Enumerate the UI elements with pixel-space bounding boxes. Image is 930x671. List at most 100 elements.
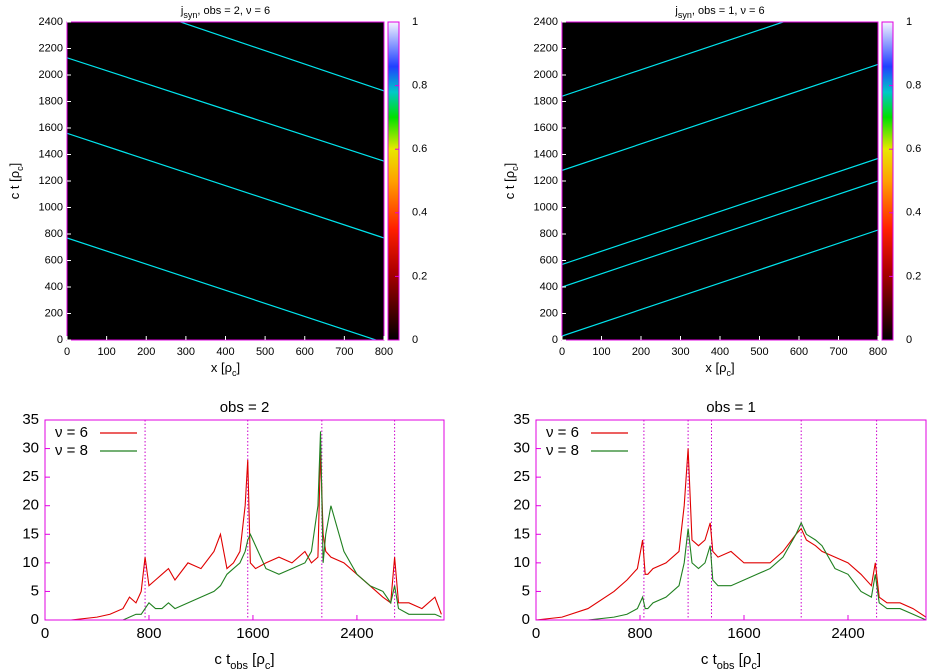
- y-tick-label: 10: [513, 554, 530, 571]
- colorbar-tick-label: 0.4: [412, 207, 427, 219]
- text-part: ]: [502, 163, 517, 167]
- y-tick-label: 20: [22, 497, 39, 514]
- text-part: ]: [731, 360, 735, 375]
- subscript: c: [232, 368, 237, 378]
- y-tick-label: 1000: [39, 201, 63, 213]
- y-tick-label: 1400: [39, 148, 63, 160]
- y-tick-label: 0: [31, 611, 39, 628]
- text-part: , obs = 2, ν = 6: [197, 5, 270, 17]
- text-part: j: [674, 5, 677, 17]
- text-part: c t: [214, 651, 231, 668]
- observer-line: [178, 22, 384, 92]
- text-part: c t [ρ: [7, 171, 22, 199]
- plot-frame: [44, 419, 445, 621]
- subscript: c: [15, 166, 25, 171]
- subscript: c: [727, 368, 732, 378]
- x-tick-label: 2400: [340, 625, 373, 642]
- x-tick-label: 1600: [236, 625, 269, 642]
- text-part: [ρ: [735, 651, 752, 668]
- colorbar-tick-label: 0.2: [412, 270, 427, 282]
- y-axis-label: c t [ρc]: [7, 163, 25, 199]
- colorbar-tick-label: 0.6: [412, 143, 427, 155]
- text-part: x [ρ: [211, 360, 232, 375]
- x-tick-label: 300: [177, 346, 195, 358]
- y-tick-label: 200: [540, 307, 558, 319]
- x-axis-label: x [ρc]: [211, 360, 240, 378]
- x-tick-label: 1600: [727, 625, 760, 642]
- x-tick-label: 100: [97, 346, 115, 358]
- chart-title: jsyn, obs = 1, ν = 6: [674, 5, 764, 20]
- colorbar-tick-label: 0.2: [906, 270, 921, 282]
- plot-frame: [535, 419, 927, 621]
- colorbar: [387, 21, 400, 341]
- legend-label: ν = 8: [55, 442, 88, 459]
- subscript: c: [751, 660, 757, 671]
- y-tick-label: 1600: [39, 122, 63, 134]
- subscript: obs: [717, 660, 735, 671]
- x-axis-label: c tobs [ρc]: [701, 651, 761, 671]
- x-tick-label: 0: [559, 346, 565, 358]
- y-tick-label: 1400: [534, 148, 558, 160]
- heatmap-field: [562, 22, 878, 340]
- x-tick-label: 0: [532, 625, 540, 642]
- y-tick-label: 2000: [39, 69, 63, 81]
- y-tick-label: 25: [513, 468, 530, 485]
- y-tick-label: 2400: [534, 16, 558, 28]
- y-tick-label: 1800: [534, 95, 558, 107]
- x-tick-label: 800: [375, 346, 393, 358]
- x-tick-label: 200: [632, 346, 650, 358]
- subscript: obs: [230, 660, 248, 671]
- colorbar-tick-label: 1: [412, 16, 418, 28]
- legend-label: ν = 8: [546, 442, 579, 459]
- series-line: [45, 448, 442, 620]
- observer-line: [562, 22, 786, 97]
- y-tick-label: 1200: [39, 175, 63, 187]
- observer-line: [562, 180, 878, 288]
- chart-title: obs = 2: [220, 399, 270, 416]
- series-line: [45, 431, 442, 620]
- x-tick-label: 400: [711, 346, 729, 358]
- x-tick-label: 2400: [831, 625, 864, 642]
- y-axis-label: c t [ρc]: [502, 163, 520, 199]
- y-tick-label: 1200: [534, 175, 558, 187]
- y-tick-label: 2200: [39, 42, 63, 54]
- observer-line: [67, 132, 384, 239]
- colorbar-tick-label: 0.8: [906, 80, 921, 92]
- text-part: , obs = 1, ν = 6: [692, 5, 765, 17]
- y-tick-label: 600: [45, 254, 63, 266]
- colorbar-tick-label: 0.8: [412, 80, 427, 92]
- subscript: c: [265, 660, 271, 671]
- y-tick-label: 200: [45, 307, 63, 319]
- text-part: ]: [237, 360, 241, 375]
- y-tick-label: 0: [552, 334, 558, 346]
- y-tick-label: 0: [57, 334, 63, 346]
- x-tick-label: 800: [869, 346, 887, 358]
- y-tick-label: 5: [31, 582, 39, 599]
- x-tick-label: 700: [335, 346, 353, 358]
- y-tick-label: 25: [22, 468, 39, 485]
- y-tick-label: 10: [22, 554, 39, 571]
- subscript: c: [510, 166, 520, 171]
- x-tick-label: 400: [216, 346, 234, 358]
- text-part: x [ρ: [705, 360, 726, 375]
- y-tick-label: 15: [22, 525, 39, 542]
- subscript: syn: [183, 10, 197, 20]
- y-tick-label: 800: [540, 228, 558, 240]
- x-tick-label: 0: [41, 625, 49, 642]
- y-tick-label: 800: [45, 228, 63, 240]
- observer-line: [67, 57, 384, 162]
- y-tick-label: 400: [540, 281, 558, 293]
- x-tick-label: 600: [296, 346, 314, 358]
- y-tick-label: 20: [513, 497, 530, 514]
- text-part: c t: [701, 651, 718, 668]
- y-tick-label: 600: [540, 254, 558, 266]
- chart-title: jsyn, obs = 2, ν = 6: [180, 5, 270, 20]
- colorbar-tick-label: 1: [906, 16, 912, 28]
- y-tick-label: 5: [522, 582, 530, 599]
- x-axis-label: c tobs [ρc]: [214, 651, 274, 671]
- y-tick-label: 0: [522, 611, 530, 628]
- x-tick-label: 0: [64, 346, 70, 358]
- observer-line: [67, 237, 378, 340]
